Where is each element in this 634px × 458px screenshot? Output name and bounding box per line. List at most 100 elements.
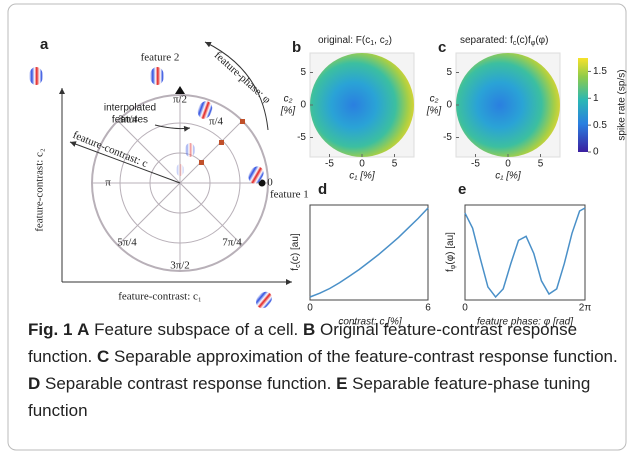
- y-axis-label: feature-contrast: c₂: [34, 148, 46, 232]
- panel-label: e: [458, 181, 466, 198]
- curve: [309, 207, 429, 298]
- angle-label: 7π/4: [222, 237, 242, 249]
- y-tick-label: -5: [443, 132, 452, 143]
- title-part: ): [389, 35, 392, 46]
- x-tick-label: 6: [425, 303, 431, 314]
- angle-label: π/4: [209, 116, 224, 128]
- angle-label: π: [105, 177, 111, 189]
- title-part: separated: f: [460, 35, 513, 46]
- title-part: (φ): [535, 35, 548, 46]
- label-part: f: [290, 268, 301, 271]
- gabor-patches: [29, 67, 272, 309]
- x-tick-label: 2π: [579, 303, 592, 314]
- angle-label: 5π/4: [117, 237, 137, 249]
- x-tick-label: 0: [359, 159, 365, 170]
- caption-letter: B: [303, 320, 316, 339]
- y-axis-label: c₂: [284, 94, 293, 105]
- panel-b: b original: F(c1, c2) -5 0 5 5 0 -5 c₁ [%] c₂[%…: [280, 35, 415, 182]
- x-axis-label: contrast: c [%]: [338, 317, 402, 328]
- y-axis-label: [%]: [426, 106, 442, 117]
- x-tick-label: 5: [392, 159, 398, 170]
- title-sub: 2: [385, 40, 389, 47]
- angle-label: 3π/4: [118, 114, 138, 126]
- panel-label: d: [318, 181, 327, 198]
- panel-label: c: [438, 39, 446, 56]
- x-axis-label: c₁ [%]: [349, 171, 375, 182]
- label-sub: φ: [450, 264, 457, 269]
- y-axis-label: [%]: [280, 106, 296, 117]
- feature-label: feature 1: [270, 189, 309, 201]
- panel-d: d fc(c) [au] contrast: c [%] 0 6: [290, 181, 432, 328]
- panel-label: b: [292, 39, 301, 56]
- label-sub: c: [295, 264, 302, 268]
- arrow: [154, 124, 191, 132]
- y-axis-label: c₂: [430, 94, 439, 105]
- x-axis-label: feature-contrast: c₁: [118, 291, 202, 303]
- angle-label: 3π/2: [170, 260, 190, 272]
- title-part: , c: [374, 35, 385, 46]
- caption: Fig. 1 A Feature subspace of a cell. B O…: [28, 316, 618, 424]
- title-sub: φ: [531, 40, 536, 47]
- panel-label: a: [40, 36, 49, 53]
- title-part: (c)f: [516, 35, 531, 46]
- x-tick-label: 0: [505, 159, 511, 170]
- title-sub: 1: [370, 40, 374, 47]
- title-sub: c: [513, 40, 517, 47]
- arrow: [69, 141, 181, 184]
- panel-c: c separated: fc(c)fφ(φ) spike rate (sp/s…: [426, 35, 628, 182]
- colorbar-label: spike rate (sp/s): [617, 69, 628, 140]
- plot-frame: [309, 204, 429, 301]
- angle-label: π/2: [173, 94, 187, 106]
- colorbar: [578, 58, 588, 152]
- caption-letter: E: [336, 374, 348, 393]
- caption-letter: D: [28, 374, 41, 393]
- y-axis-label: fc(c) [au]: [290, 233, 302, 271]
- heatmap: [310, 53, 414, 157]
- caption-text: Separable feature-phase tuning function: [28, 374, 591, 420]
- caption-text: Separable contrast response function.: [45, 374, 332, 393]
- x-tick-label: -5: [325, 159, 334, 170]
- feature-label: feature 2: [141, 52, 180, 64]
- x-axis-label: feature phase: φ [rad]: [477, 317, 573, 328]
- plot-frame: [464, 204, 586, 301]
- panel-title: original: F(c1, c2): [318, 35, 392, 47]
- arrow: [204, 41, 269, 131]
- caption-label: Fig. 1: [28, 320, 73, 339]
- frame: [7, 3, 627, 451]
- axis-label: feature-contrast: c: [71, 129, 150, 170]
- axis-label: feature-phase: φ: [212, 49, 273, 106]
- y-axis-label: fφ(φ) [au]: [445, 232, 457, 272]
- annotation: features: [112, 115, 148, 126]
- panel-e: e fφ(φ) [au] feature phase: φ [rad] 0 2π: [445, 181, 592, 328]
- caption-text: Original feature-contrast response funct…: [28, 320, 578, 366]
- heatmap: [456, 53, 560, 157]
- y-tick-label: -5: [297, 132, 306, 143]
- y-tick-label: 0: [300, 100, 306, 111]
- x-tick-label: 5: [538, 159, 544, 170]
- title-part: original: F(c: [318, 35, 370, 46]
- x-tick-label: 0: [307, 303, 313, 314]
- label-part: f: [445, 269, 456, 272]
- label-part: (φ) [au]: [445, 232, 456, 265]
- colorbar-tick-label: 0: [593, 147, 599, 158]
- panel-a: a feature-contrast: c₁ feature-contrast:…: [29, 36, 309, 309]
- colorbar-tick-label: 1.5: [593, 66, 607, 77]
- annotation: interpolated: [104, 103, 156, 114]
- caption-text: Feature subspace of a cell.: [94, 320, 299, 339]
- y-tick-label: 0: [446, 100, 452, 111]
- caption-letter: C: [97, 347, 110, 366]
- marker: [258, 179, 266, 187]
- x-tick-label: -5: [471, 159, 480, 170]
- colorbar-tick-label: 1: [593, 93, 599, 104]
- marker: [175, 86, 185, 94]
- y-tick-label: 5: [446, 67, 452, 78]
- colorbar-tick-label: 0.5: [593, 120, 607, 131]
- caption-text: Separable approximation of the feature-c…: [114, 347, 618, 366]
- caption-letter: A: [77, 320, 90, 339]
- x-axis-label: c₁ [%]: [495, 171, 521, 182]
- angle-label: 0: [267, 177, 273, 189]
- x-tick-label: 0: [462, 303, 468, 314]
- label-part: (c) [au]: [290, 233, 301, 264]
